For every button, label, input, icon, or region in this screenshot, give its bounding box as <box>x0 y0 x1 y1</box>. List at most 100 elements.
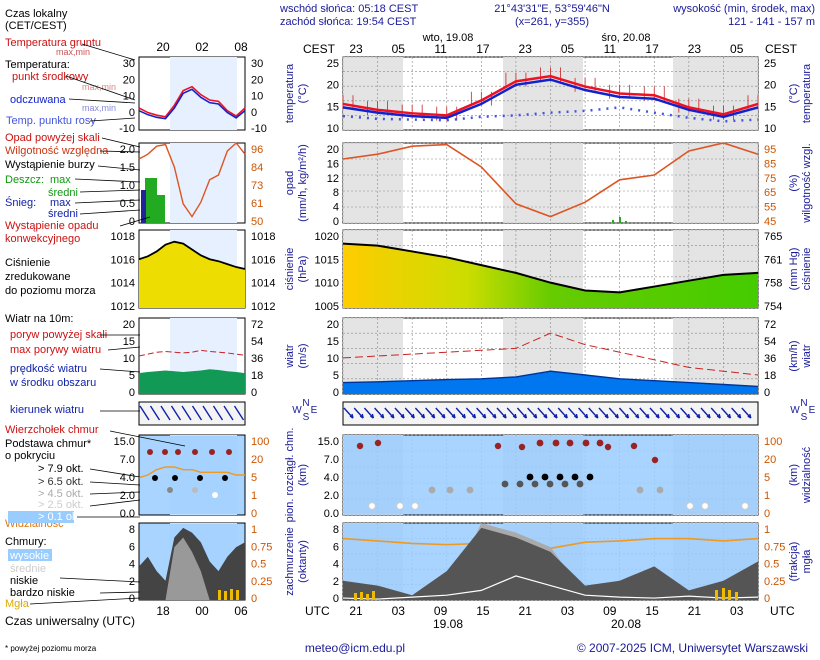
y-tick-right: 75 <box>764 173 776 185</box>
legend-tz-subtitle: (CET/CEST) <box>5 20 67 32</box>
y-tick-right: 1 <box>764 490 770 502</box>
y-label-right: mgła <box>801 549 813 574</box>
coords-text: 21°43'31"E, 53°59'46"N <box>494 3 610 15</box>
legend-tick-left: 7.0 <box>120 454 135 466</box>
legend-okt1: > 7.9 okt. <box>38 463 84 475</box>
cloud-base-dot <box>651 456 659 464</box>
legend-cloud-top: Wierzchołek chmur <box>5 424 99 436</box>
legend-tick-left: 15.0 <box>114 436 135 448</box>
legend-tick-right: 1018 <box>251 231 275 243</box>
sunset-text: zachód słońca: 19:54 CEST <box>280 16 417 28</box>
legend-wind-arrow-icon <box>139 405 150 421</box>
legend-wind-arrow-icon <box>149 405 161 421</box>
wind-arrow-icon <box>516 407 528 419</box>
cloud-base-dot <box>596 439 604 447</box>
legend-connector <box>89 499 141 507</box>
legend-precip-over: Opad powyżej skali <box>5 132 100 144</box>
wind-arrow-icon <box>598 407 609 419</box>
legend-tick-right: 5 <box>251 472 257 484</box>
legend-tick-left: 5 <box>129 370 135 382</box>
legend-pres2: zredukowane <box>5 271 70 283</box>
cloud-base-dot <box>701 502 709 510</box>
y-tick-left: 5 <box>333 370 339 382</box>
legend-tick-left: 1016 <box>111 254 135 266</box>
legend-utc-label: Czas uniwersalny (UTC) <box>5 614 135 628</box>
y-tick-right: 55 <box>764 202 776 214</box>
fog-bar <box>728 590 731 600</box>
temp-line <box>342 74 759 117</box>
legend-storm: Wystąpienie burzy <box>5 159 95 171</box>
legend-tick-left: 1012 <box>111 301 135 313</box>
cloud-base-dot <box>501 480 509 488</box>
legend-connector <box>89 117 136 122</box>
legend-okt3: > 4.5 okt. <box>38 488 84 500</box>
local-time-tick: 05 <box>561 42 575 56</box>
legend-connector <box>89 481 141 486</box>
wind-arrow-icon <box>618 407 630 419</box>
y-tick-right: 36 <box>764 353 776 365</box>
legend-tick-right: 0 <box>251 387 257 399</box>
legend-c-low: niskie <box>10 575 38 587</box>
night-shade <box>673 57 758 130</box>
legend-wind-arrow-icon <box>191 405 203 421</box>
fog-bar <box>354 593 357 600</box>
wind-line <box>342 370 759 388</box>
cloud-base-dot <box>741 502 749 510</box>
cloud-base-dot <box>686 502 694 510</box>
legend-pres1: Ciśnienie <box>5 257 50 269</box>
y-unit-right: (km/h) <box>788 340 800 371</box>
y-tick-right: 765 <box>764 231 782 243</box>
legend-connector <box>99 591 141 594</box>
local-time-tick: 11 <box>434 42 447 56</box>
legend-utc-tick: 06 <box>234 604 248 618</box>
legend-utc-tick: 00 <box>195 604 209 618</box>
low-cloud-area <box>343 527 758 600</box>
legend-snow-bar <box>141 190 146 223</box>
precip-bar <box>625 221 627 223</box>
legend-connector <box>89 468 141 478</box>
legend-okt2: > 6.5 okt. <box>38 476 84 488</box>
wind-arrow-icon <box>445 407 456 419</box>
legend-snow: Śnieg: <box>5 196 36 209</box>
legend-connector <box>65 75 136 101</box>
y-tick-left: 2 <box>333 576 339 588</box>
utc-time-tick: 09 <box>434 604 448 618</box>
night-shade <box>343 57 403 130</box>
y-tick-right: 0 <box>764 508 770 520</box>
legend-local-tick: 02 <box>195 40 209 54</box>
legend-tick-right: 1014 <box>251 278 275 290</box>
legend-tick-right: 96 <box>251 144 263 156</box>
legend-tick-right: 10 <box>251 91 263 103</box>
compass-letter: S <box>303 412 310 423</box>
legend-tick-left: 6 <box>129 541 135 553</box>
cloud-base-dot <box>428 486 436 494</box>
legend-wind-arrow-icon <box>170 405 182 421</box>
y-tick-left: 6 <box>333 541 339 553</box>
y-tick-left: 8 <box>333 524 339 536</box>
y-unit-right: (frakcja) <box>788 542 800 582</box>
legend-snow-max: max <box>50 197 71 209</box>
legend-footnote: * powyżej poziomu morza <box>5 644 97 653</box>
legend-connector <box>89 491 141 495</box>
legend-local-tick: 20 <box>156 40 170 54</box>
legend-cloud-dot <box>212 492 218 498</box>
legend-rain: Deszcz: <box>5 174 44 186</box>
y-tick-left: 0 <box>333 593 339 605</box>
legend-tick-left: 4.0 <box>120 472 135 484</box>
legend-tick-right: 100 <box>251 436 269 448</box>
legend-wind-arrow-icon <box>223 405 234 421</box>
y-label-right: temperatura <box>801 63 813 123</box>
gust-line <box>342 332 759 376</box>
y-tick-right: 95 <box>764 144 776 156</box>
wind-arrow-icon <box>414 407 426 419</box>
compass-letter: W <box>790 405 800 416</box>
cloud-base-dot <box>604 443 612 451</box>
legend-snow-avg: średni <box>48 208 78 220</box>
legend-rain-max: max <box>50 174 71 186</box>
wind-arrow-icon <box>731 407 742 419</box>
legend-connector <box>109 430 186 447</box>
legend-okt4: > 2.5 okt. <box>38 499 84 511</box>
legend-tick-right: 1012 <box>251 301 275 313</box>
legend-wind-mean1: prędkość wiatru <box>10 363 87 375</box>
y-tick-right: 20 <box>764 454 776 466</box>
